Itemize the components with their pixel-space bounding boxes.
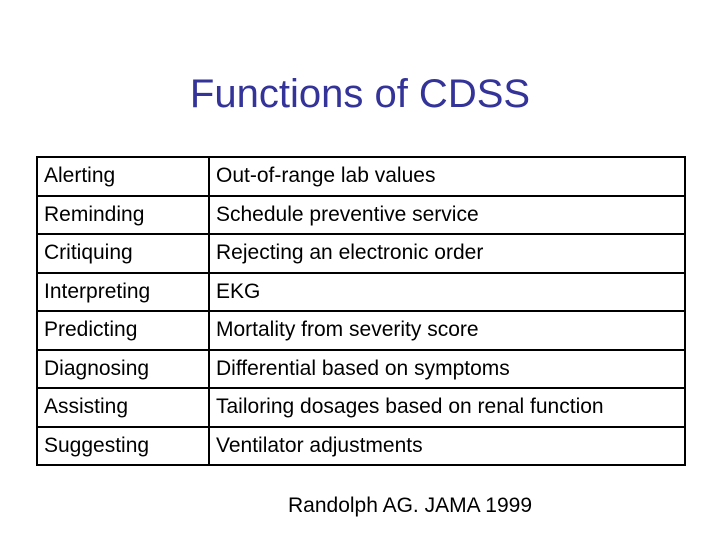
function-cell: Suggesting <box>36 425 210 466</box>
example-cell: Ventilator adjustments <box>208 425 686 466</box>
table-row: Alerting Out-of-range lab values <box>36 156 686 197</box>
table-row: Diagnosing Differential based on symptom… <box>36 348 686 389</box>
example-cell: EKG <box>208 271 686 312</box>
example-cell: Tailoring dosages based on renal functio… <box>208 387 686 428</box>
example-cell: Rejecting an electronic order <box>208 233 686 274</box>
table-row: Reminding Schedule preventive service <box>36 194 686 235</box>
function-cell: Interpreting <box>36 271 210 312</box>
function-cell: Critiquing <box>36 233 210 274</box>
function-cell: Diagnosing <box>36 348 210 389</box>
table-row: Assisting Tailoring dosages based on ren… <box>36 387 686 428</box>
table-row: Interpreting EKG <box>36 271 686 312</box>
table-row: Predicting Mortality from severity score <box>36 310 686 351</box>
table-row: Suggesting Ventilator adjustments <box>36 425 686 466</box>
example-cell: Mortality from severity score <box>208 310 686 351</box>
table-row: Critiquing Rejecting an electronic order <box>36 233 686 274</box>
slide-title: Functions of CDSS <box>189 72 531 116</box>
example-cell: Differential based on symptoms <box>208 348 686 389</box>
cdss-functions-table: Alerting Out-of-range lab values Remindi… <box>36 156 686 466</box>
citation: Randolph AG. JAMA 1999 <box>288 494 532 517</box>
function-cell: Assisting <box>36 387 210 428</box>
example-cell: Out-of-range lab values <box>208 156 686 197</box>
example-cell: Schedule preventive service <box>208 194 686 235</box>
function-cell: Alerting <box>36 156 210 197</box>
function-cell: Reminding <box>36 194 210 235</box>
function-cell: Predicting <box>36 310 210 351</box>
